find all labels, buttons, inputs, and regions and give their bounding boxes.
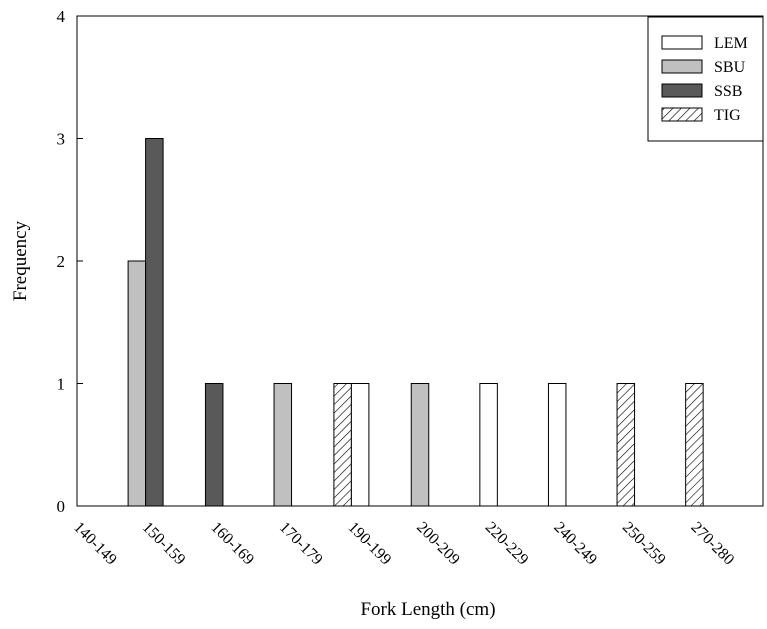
x-tick-label: 160-169 [207, 519, 257, 569]
bar-lem-190-199 [350, 383, 370, 507]
y-tick-label: 2 [57, 252, 66, 271]
x-tick-label: 140-149 [70, 519, 120, 569]
bar-ssb-160-169 [204, 383, 224, 507]
legend-label-lem: LEM [714, 35, 748, 52]
bars [127, 138, 704, 507]
legend-swatch-lem [661, 35, 703, 50]
bar-sbu-150-159 [127, 260, 147, 507]
bar-sbu-200-209 [410, 383, 430, 507]
legend-swatch-tig [661, 107, 703, 122]
y-tick-label: 1 [57, 375, 66, 394]
x-tick-label: 250-259 [619, 519, 669, 569]
y-axis: 0 1 2 3 4 [57, 7, 83, 516]
bar-lem-240-249 [547, 383, 567, 507]
x-tick-label: 200-209 [413, 519, 463, 569]
y-tick-label: 3 [57, 130, 66, 149]
bar-ssb-150-159 [145, 138, 164, 507]
x-tick-label: 150-159 [139, 519, 189, 569]
x-tick-label: 220-229 [482, 519, 532, 569]
x-tick-label: 240-249 [550, 519, 600, 569]
bar-tig-270-280 [685, 383, 704, 507]
x-tick-label: 270-280 [688, 519, 738, 569]
x-axis: 140-149 150-159 160-169 170-179 190-199 200-2… [70, 500, 737, 569]
legend-label-sbu: SBU [714, 59, 746, 76]
x-tick-label: 170-179 [276, 519, 326, 569]
bar-sbu-170-179 [273, 383, 293, 507]
bar-lem-220-229 [479, 383, 498, 507]
y-tick-label: 0 [57, 497, 66, 516]
legend-swatch-ssb [661, 83, 703, 98]
bar-tig-190-199 [333, 383, 352, 507]
legend: LEM SBU SSB TIG [647, 16, 764, 142]
x-tick-label: 190-199 [345, 519, 395, 569]
y-tick-label: 4 [57, 7, 66, 26]
legend-swatch-sbu [661, 59, 703, 74]
legend-label-ssb: SSB [714, 83, 742, 100]
bar-tig-250-259 [616, 383, 636, 507]
x-axis-label: Fork Length (cm) [360, 599, 495, 620]
legend-label-tig: TIG [714, 107, 741, 124]
y-axis-label: Frequency [10, 220, 31, 301]
